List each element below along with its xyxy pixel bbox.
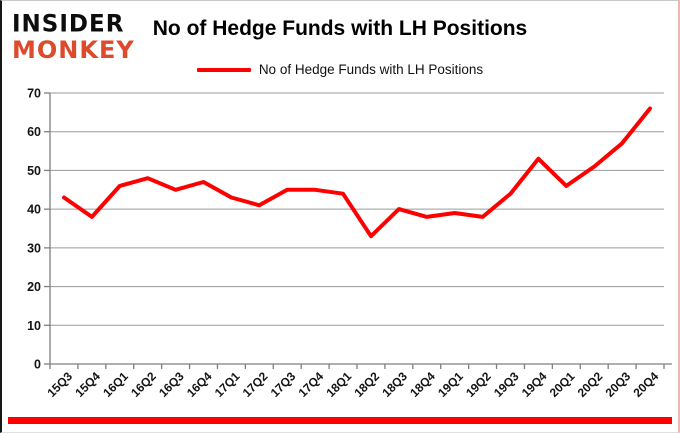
x-axis-label: 16Q2 [128,369,159,400]
logo-line-insider: INSIDER [12,10,125,38]
x-axis-label: 17Q3 [268,369,299,400]
chart-title: No of Hedge Funds with LH Positions [152,17,528,40]
x-axis-label: 20Q3 [603,369,634,400]
y-axis-label: 40 [27,203,41,217]
x-axis-label: 19Q3 [491,369,522,400]
x-axis-label: 19Q4 [519,369,550,400]
y-axis-label: 0 [34,358,41,372]
logo-line-monkey: MONKEY [12,36,135,64]
y-axis-label: 60 [27,125,41,139]
x-axis-label: 17Q4 [296,369,327,400]
legend-line-swatch [196,67,251,72]
x-axis-label: 19Q1 [435,369,466,400]
insider-monkey-logo: INSIDER MONKEY [12,10,135,64]
x-axis-label: 15Q4 [72,369,103,400]
x-axis-label: 16Q1 [100,369,131,400]
data-line-series [62,106,652,239]
legend-label: No of Hedge Funds with LH Positions [258,62,484,77]
x-axis-label: 16Q4 [184,369,215,400]
x-axis-label: 20Q4 [631,369,662,400]
bottom-red-bar [8,417,672,424]
x-axis-label: 20Q1 [547,369,578,400]
x-axis-label: 18Q2 [351,369,382,400]
x-axis-label: 18Q4 [407,369,438,400]
chart-legend: No of Hedge Funds with LH Positions [2,62,678,77]
x-axis-label: 17Q1 [212,369,243,400]
y-axis-label: 70 [27,87,41,101]
x-axis-label: 15Q3 [44,369,75,400]
x-axis-label: 19Q2 [463,369,494,400]
y-axis-label: 20 [27,280,41,294]
x-axis-label: 18Q3 [379,369,410,400]
y-axis-label: 30 [27,241,41,255]
y-axis-label: 50 [27,164,41,178]
x-axis-label: 16Q3 [156,369,187,400]
x-axis-label: 18Q1 [324,369,355,400]
x-axis-label: 20Q2 [575,369,606,400]
x-axis-label: 17Q2 [240,369,271,400]
y-axis-label: 10 [27,319,41,333]
